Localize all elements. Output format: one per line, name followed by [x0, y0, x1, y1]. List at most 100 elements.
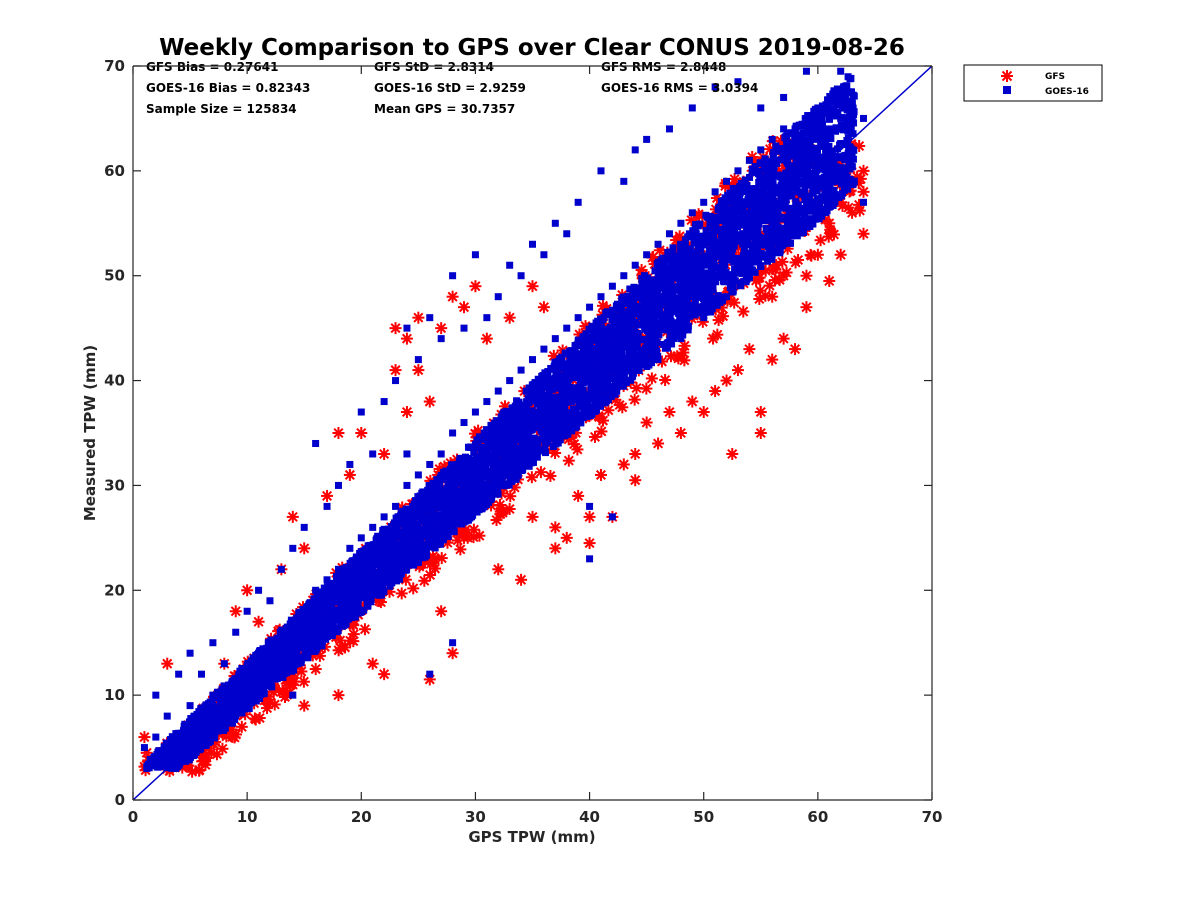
gfs-point	[332, 689, 345, 702]
gfs-point	[186, 765, 199, 778]
gfs-point	[549, 542, 562, 555]
goes16-point	[675, 297, 683, 305]
goes16-point	[830, 186, 838, 194]
goes16-point	[713, 213, 721, 221]
gfs-point	[435, 605, 448, 618]
goes16-point	[280, 661, 288, 669]
goes16-point	[677, 240, 685, 248]
goes16-point	[245, 705, 253, 713]
gfs-point	[834, 248, 847, 261]
gfs-point	[253, 712, 266, 725]
goes16-point	[524, 427, 532, 435]
goes16-point	[674, 309, 682, 317]
goes16-point	[561, 350, 569, 358]
goes16-point	[729, 215, 737, 223]
goes16-point	[665, 276, 673, 284]
goes16-point	[481, 444, 489, 452]
goes16-point	[648, 303, 656, 311]
goes16-point	[442, 472, 450, 480]
goes16-point	[807, 131, 815, 139]
goes16-point	[705, 271, 713, 279]
goes16-point	[536, 404, 544, 412]
goes16-point	[243, 690, 251, 698]
goes16-point	[824, 97, 832, 105]
goes16-point	[801, 204, 809, 212]
goes16-point	[379, 555, 387, 563]
goes16-point	[278, 655, 286, 663]
goes16-point	[676, 279, 684, 287]
goes16-point	[327, 599, 335, 607]
goes16-point	[283, 633, 291, 641]
goes16-point	[597, 374, 605, 382]
goes16-point	[618, 380, 626, 388]
goes16-point	[841, 166, 849, 174]
goes16-point	[617, 307, 625, 315]
goes16-point	[769, 151, 777, 159]
goes16-point	[574, 371, 582, 379]
gfs-point	[216, 742, 229, 755]
goes16-point	[265, 666, 273, 674]
goes16-point	[804, 207, 812, 215]
goes16-point	[364, 573, 372, 581]
gfs-point	[789, 256, 802, 269]
goes16-point	[726, 278, 734, 286]
goes16-point	[801, 122, 809, 130]
gfs-point	[418, 574, 431, 587]
goes16-point	[842, 89, 850, 97]
goes16-point	[768, 255, 776, 263]
goes16-point	[475, 444, 483, 452]
goes16-point	[588, 356, 596, 364]
goes16-point	[618, 351, 626, 359]
goes16-point	[603, 337, 611, 345]
goes16-point	[760, 193, 768, 201]
goes16-point	[419, 488, 427, 496]
goes16-point	[608, 332, 616, 340]
goes16-point	[728, 286, 736, 294]
gfs-point	[663, 406, 676, 419]
goes16-point	[212, 716, 220, 724]
goes16-point	[767, 164, 775, 172]
goes16-point	[759, 185, 767, 193]
goes16-point	[792, 184, 800, 192]
goes16-point	[751, 223, 759, 231]
goes16-point	[849, 130, 857, 138]
goes16-point	[688, 289, 696, 297]
goes16-point	[694, 238, 702, 246]
goes16-point	[814, 147, 822, 155]
goes16-point	[764, 257, 772, 265]
goes16-point	[810, 206, 818, 214]
goes16-point	[645, 295, 653, 303]
goes16-point	[823, 150, 831, 158]
goes16-point	[841, 156, 849, 164]
goes16-point	[755, 233, 763, 241]
goes16-point	[427, 543, 435, 551]
gfs-point	[800, 301, 813, 314]
gfs-point	[366, 657, 379, 670]
goes16-point	[731, 265, 739, 273]
goes16-point	[783, 227, 791, 235]
goes16-point	[554, 360, 562, 368]
gfs-point	[400, 406, 413, 419]
goes16-point	[267, 682, 275, 690]
goes16-point	[827, 135, 835, 143]
goes16-point	[643, 290, 651, 298]
goes16-point	[232, 691, 240, 699]
goes16-point	[613, 343, 621, 351]
goes16-point	[253, 677, 261, 685]
goes16-point	[565, 375, 573, 383]
goes16-point	[450, 486, 458, 494]
goes16-point	[712, 278, 720, 286]
goes16-point	[461, 513, 469, 521]
goes16-point	[789, 143, 797, 151]
goes16-point	[767, 211, 775, 219]
goes16-point	[587, 386, 595, 394]
gfs-point	[423, 395, 436, 408]
gfs-point	[707, 332, 720, 345]
goes16-point	[727, 282, 735, 290]
goes16-point	[377, 559, 385, 567]
gfs-point	[332, 427, 345, 439]
goes16-point	[680, 259, 688, 267]
goes16-point	[179, 757, 187, 765]
goes16-point	[591, 335, 599, 343]
goes16-point	[552, 384, 560, 392]
